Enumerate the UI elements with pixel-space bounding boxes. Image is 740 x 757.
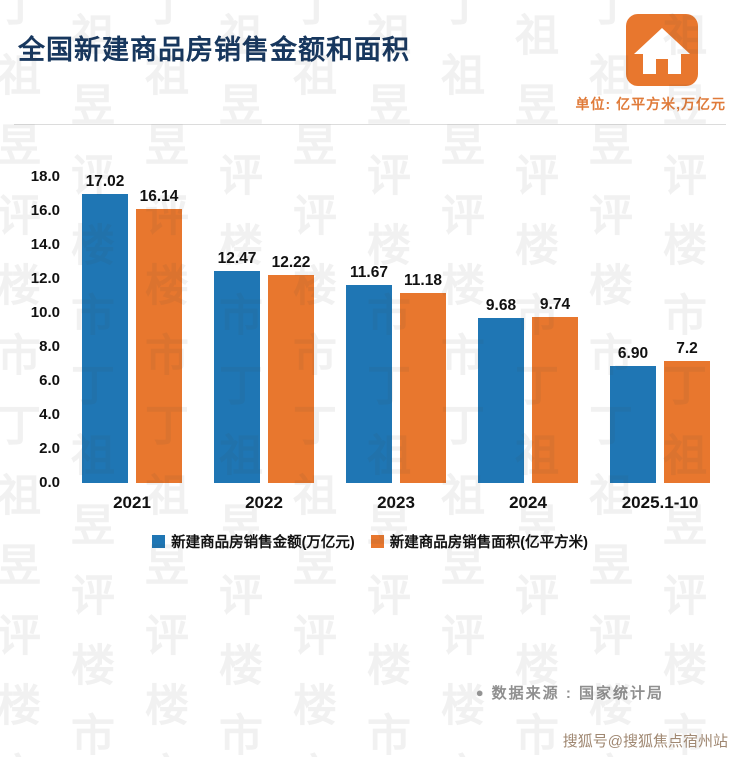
bar-with-label: 7.2 (664, 339, 710, 483)
bar-with-label: 12.47 (214, 249, 260, 483)
bar-value-label: 11.18 (404, 272, 442, 289)
page-title: 全国新建商品房销售金额和面积 (18, 35, 410, 65)
bar-groups: 17.02 16.14 2021 12.47 12.22 2022 11.67 11.18 20… (66, 173, 726, 513)
y-tick-label: 8.0 (39, 338, 60, 355)
bar-with-label: 11.18 (400, 271, 446, 483)
bar (268, 275, 314, 483)
bar-pair: 17.02 16.14 (82, 173, 182, 483)
bar-value-label: 6.90 (617, 345, 649, 362)
legend-item: 新建商品房销售面积(亿平方米) (370, 531, 588, 552)
bar (532, 317, 578, 483)
sohu-watermark: 搜狐号@搜狐焦点宿州站 (562, 733, 728, 750)
y-tick-label: 0.0 (39, 474, 60, 491)
data-source: ● 数据来源 : 国家统计局 (476, 682, 664, 703)
bar-value-label: 9.68 (485, 297, 517, 314)
bar (400, 293, 446, 483)
bar-with-label: 9.68 (478, 296, 524, 483)
y-axis: 18.0 16.0 14.0 12.0 10.0 8.0 6.0 4.0 2.0 0.0 (18, 168, 62, 491)
bar-with-label: 9.74 (532, 295, 578, 483)
bar-group: 17.02 16.14 2021 (82, 173, 182, 513)
header-divider (14, 124, 726, 125)
bar-chart: 18.0 16.0 14.0 12.0 10.0 8.0 6.0 4.0 2.0 0.0 17.0… (18, 168, 726, 513)
x-axis-label: 2021 (113, 493, 151, 512)
bar-group: 11.67 11.18 2023 (346, 177, 446, 513)
legend-label: 新建商品房销售面积(亿平方米) (389, 535, 588, 551)
y-tick-label: 18.0 (30, 168, 60, 185)
bar-with-label: 16.14 (136, 187, 182, 483)
bar-value-label: 12.47 (217, 250, 257, 267)
bar-group: 9.68 9.74 2024 (478, 177, 578, 513)
legend-label: 新建商品房销售金额(万亿元) (171, 535, 355, 551)
bar (214, 271, 260, 483)
x-axis-label: 2024 (509, 493, 547, 512)
unit-label: 单位: 亿平方米,万亿元 (575, 96, 726, 112)
bar-pair: 11.67 11.18 (346, 177, 446, 483)
header: 全国新建商品房销售金额和面积 单位: 亿平方米,万亿元 (0, 0, 740, 114)
y-tick-label: 4.0 (39, 406, 60, 423)
bar (346, 285, 392, 483)
legend-swatch (152, 535, 166, 548)
header-right: 单位: 亿平方米,万亿元 (576, 14, 726, 114)
source-bullet-icon: ● (475, 685, 484, 700)
bar (664, 361, 710, 483)
bar-value-label: 16.14 (139, 188, 179, 205)
y-tick-label: 16.0 (30, 202, 60, 219)
bar-with-label: 12.22 (268, 253, 314, 483)
bar (478, 318, 524, 483)
y-tick-label: 12.0 (30, 270, 60, 287)
house-icon (626, 14, 698, 86)
bar-with-label: 6.90 (610, 344, 656, 483)
x-axis-label: 2022 (245, 493, 283, 512)
bar-pair: 6.90 7.2 (610, 177, 710, 483)
x-axis-label: 2023 (377, 493, 415, 512)
source-label: 数据来源 : 国家统计局 (491, 685, 664, 702)
legend-item: 新建商品房销售金额(万亿元) (152, 531, 355, 552)
legend-swatch (370, 535, 384, 548)
bar-value-label: 7.2 (676, 340, 698, 357)
y-tick-label: 10.0 (30, 304, 60, 321)
bar-pair: 12.47 12.22 (214, 177, 314, 483)
bar-value-label: 9.74 (539, 296, 571, 313)
bar-with-label: 17.02 (82, 172, 128, 483)
legend: 新建商品房销售金额(万亿元) 新建商品房销售面积(亿平方米) (0, 531, 740, 552)
bar-with-label: 11.67 (346, 263, 392, 483)
y-tick-label: 6.0 (39, 372, 60, 389)
bar-group: 6.90 7.2 2025.1-10 (610, 177, 710, 513)
bar-value-label: 11.67 (350, 264, 388, 281)
bar (610, 366, 656, 483)
y-tick-label: 2.0 (39, 440, 60, 457)
bar (82, 194, 128, 483)
bar-group: 12.47 12.22 2022 (214, 177, 314, 513)
bar-pair: 9.68 9.74 (478, 177, 578, 483)
y-tick-label: 14.0 (30, 236, 60, 253)
x-axis-label: 2025.1-10 (621, 493, 699, 512)
bar-value-label: 12.22 (271, 254, 311, 271)
bar-value-label: 17.02 (85, 173, 125, 190)
bar (136, 209, 182, 483)
